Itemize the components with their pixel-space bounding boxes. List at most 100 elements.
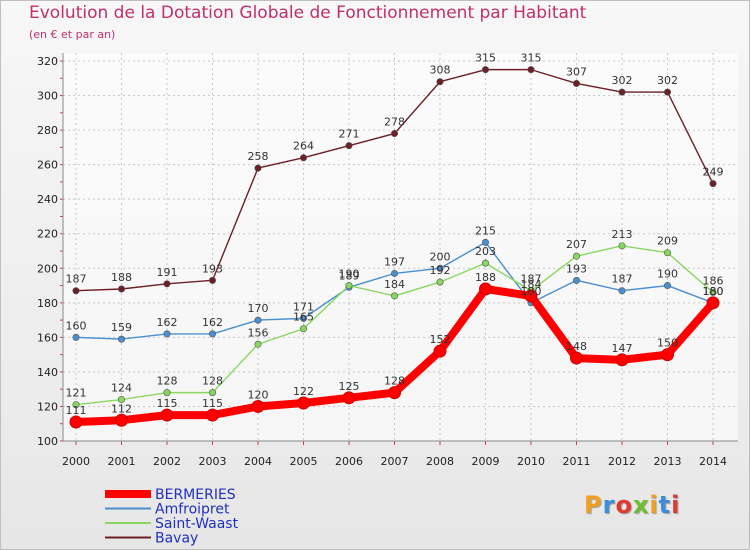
data-label: 187 <box>521 273 542 286</box>
x-tick-label: 2012 <box>608 455 636 468</box>
data-point <box>436 264 444 272</box>
chart-subtitle: (en € et par an) <box>29 28 116 41</box>
x-tick-label: 2004 <box>244 455 272 468</box>
x-tick-label: 2001 <box>108 455 136 468</box>
y-tick-label: 180 <box>37 297 58 310</box>
data-label: 180 <box>521 285 542 298</box>
data-point <box>618 88 626 96</box>
data-label: 125 <box>339 380 360 393</box>
data-point <box>345 142 353 150</box>
data-point <box>209 276 217 284</box>
data-label: 148 <box>566 340 587 353</box>
y-tick-label: 240 <box>37 193 58 206</box>
data-label: 186 <box>703 274 724 287</box>
x-tick-label: 2010 <box>517 455 545 468</box>
data-point <box>706 296 720 310</box>
x-tick-label: 2013 <box>654 455 682 468</box>
data-label: 203 <box>475 245 496 258</box>
x-tick-label: 2003 <box>199 455 227 468</box>
data-point <box>527 66 535 74</box>
data-point <box>618 287 626 295</box>
data-label: 112 <box>111 402 132 415</box>
data-point <box>615 353 629 367</box>
x-tick-label: 2008 <box>426 455 454 468</box>
data-label: 278 <box>384 116 405 129</box>
x-tick-label: 2000 <box>62 455 90 468</box>
data-label: 190 <box>657 268 678 281</box>
data-point <box>72 333 80 341</box>
data-point <box>69 415 83 429</box>
data-point <box>72 287 80 295</box>
data-label: 111 <box>66 404 87 417</box>
data-label: 162 <box>157 316 178 329</box>
data-label: 192 <box>430 264 451 277</box>
data-label: 150 <box>657 337 678 350</box>
x-tick-label: 2007 <box>381 455 409 468</box>
data-label: 193 <box>566 262 587 275</box>
x-tick-label: 2009 <box>472 455 500 468</box>
data-point <box>570 351 583 365</box>
data-label: 315 <box>521 52 542 65</box>
data-label: 124 <box>111 382 132 395</box>
data-label: 159 <box>111 321 132 334</box>
data-point <box>254 340 262 348</box>
data-label: 191 <box>157 266 178 279</box>
data-point <box>115 413 128 427</box>
data-label: 115 <box>202 397 223 410</box>
data-point <box>299 154 307 162</box>
data-label: 307 <box>566 65 587 78</box>
data-label: 213 <box>612 228 633 241</box>
data-label: 187 <box>612 273 633 286</box>
y-tick-label: 300 <box>37 90 58 103</box>
data-label: 120 <box>248 388 269 401</box>
data-point <box>163 330 171 338</box>
legend-label-bavay: Bavay <box>155 531 198 547</box>
y-tick-label: 160 <box>37 331 58 344</box>
data-label: 271 <box>339 128 360 141</box>
data-label: 188 <box>111 271 132 284</box>
data-point <box>72 401 80 409</box>
data-point <box>254 164 262 172</box>
y-tick-label: 280 <box>37 124 58 137</box>
data-point <box>209 330 217 338</box>
data-label: 189 <box>339 269 360 282</box>
data-point <box>163 280 171 288</box>
data-point <box>299 314 307 322</box>
data-point <box>709 288 717 296</box>
data-point <box>254 316 262 324</box>
data-label: 147 <box>612 342 633 355</box>
legend-label-saint-waast: Saint-Waast <box>155 516 239 532</box>
data-label: 215 <box>475 224 496 237</box>
data-label: 249 <box>703 166 724 179</box>
data-label: 121 <box>66 387 87 400</box>
y-tick-label: 320 <box>37 55 58 68</box>
data-label: 128 <box>384 375 405 388</box>
data-point <box>251 399 265 413</box>
data-point <box>206 408 219 422</box>
data-label: 197 <box>384 255 405 268</box>
y-tick-label: 200 <box>37 262 58 275</box>
data-point <box>436 78 444 86</box>
data-point <box>163 389 171 397</box>
data-point <box>345 282 353 290</box>
data-label: 122 <box>293 385 314 398</box>
x-tick-label: 2002 <box>153 455 181 468</box>
data-point <box>390 130 398 138</box>
y-tick-label: 220 <box>37 228 58 241</box>
data-point <box>618 242 626 250</box>
data-point <box>390 269 398 277</box>
x-tick-label: 2005 <box>290 455 318 468</box>
data-label: 187 <box>66 273 87 286</box>
data-label: 264 <box>293 140 314 153</box>
data-label: 209 <box>657 235 678 248</box>
y-tick-label: 140 <box>37 366 58 379</box>
data-point <box>663 282 671 290</box>
y-tick-label: 260 <box>37 159 58 172</box>
x-tick-label: 2011 <box>563 455 591 468</box>
data-point <box>481 66 489 74</box>
data-label: 207 <box>566 238 587 251</box>
chart-title: Evolution de la Dotation Globale de Fonc… <box>29 3 587 23</box>
data-label: 165 <box>293 311 314 324</box>
data-point <box>342 391 356 405</box>
